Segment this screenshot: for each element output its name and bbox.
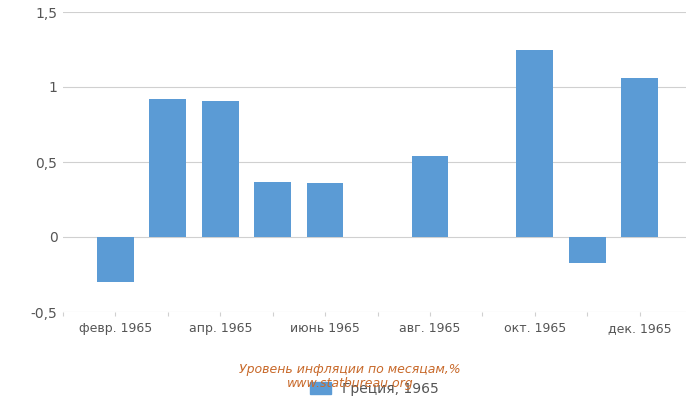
- Bar: [150, 99, 186, 237]
- Text: www.statbureau.org: www.statbureau.org: [287, 377, 413, 390]
- Bar: [307, 183, 344, 237]
- Bar: [202, 100, 239, 237]
- Bar: [254, 182, 291, 237]
- Bar: [97, 237, 134, 282]
- Bar: [517, 50, 553, 237]
- Text: Уровень инфляции по месяцам,%: Уровень инфляции по месяцам,%: [239, 364, 461, 376]
- Legend: Греция, 1965: Греция, 1965: [304, 376, 444, 400]
- Bar: [412, 156, 448, 237]
- Bar: [569, 237, 606, 262]
- Bar: [622, 78, 658, 237]
